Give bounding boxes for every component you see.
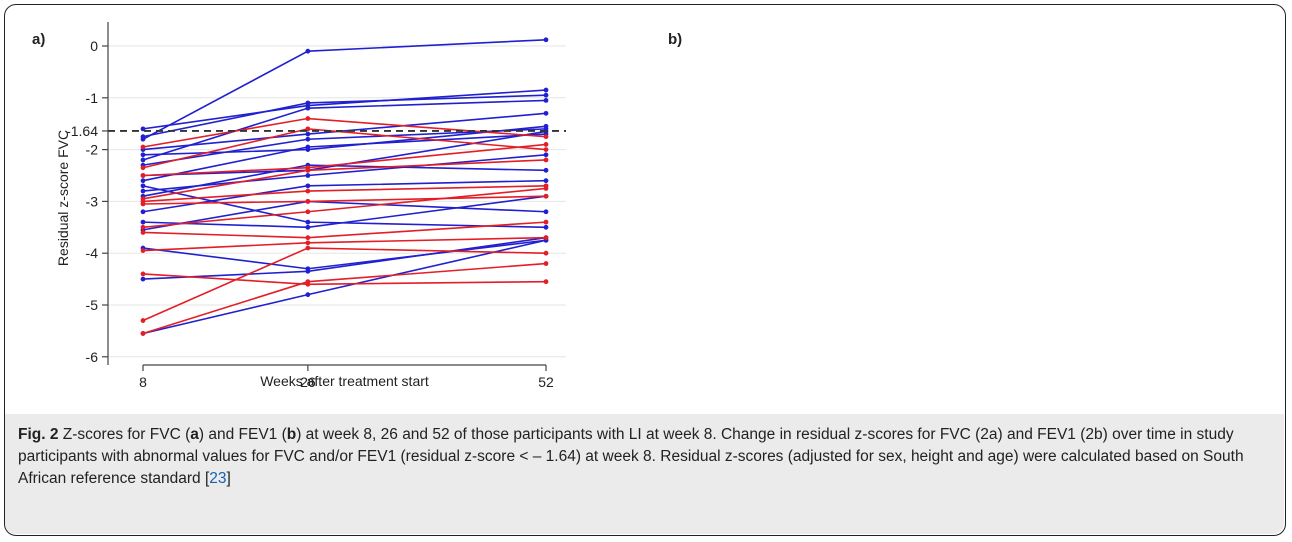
females-data-point: [305, 235, 311, 241]
males-data-point: [305, 144, 311, 150]
males-data-point: [305, 292, 311, 298]
chart-fev1: 0-1-2-3-4-5-6-1.6482652b)Weeks after tre…: [668, 31, 682, 48]
males-data-point: [305, 48, 311, 54]
chart-fvc: 0 -1 -2 -3 -4 -5 -6 -1.64 8 26 52 a) Weeks after tre…: [32, 22, 566, 390]
males-data-point: [140, 157, 146, 163]
lln-tick-label: -1.64: [66, 123, 98, 139]
females-data-point: [543, 279, 549, 285]
males-data-point: [305, 100, 311, 106]
males-data-point: [305, 268, 311, 274]
females-data-point: [543, 147, 549, 153]
caption-bold-b: b: [286, 426, 297, 443]
males-data-point: [543, 178, 549, 184]
panel-label: b): [668, 31, 682, 48]
females-data-point: [543, 134, 549, 140]
panel-label: a): [32, 31, 45, 48]
males-data-point: [543, 224, 549, 230]
males-data-point: [543, 123, 549, 129]
males-data-point: [140, 152, 146, 158]
females-data-point: [543, 235, 549, 241]
figure-caption: Fig. 2 Z-scores for FVC (a) and FEV1 (b)…: [18, 424, 1268, 490]
caption-text: ]: [226, 470, 231, 487]
y-tick-label: -2: [86, 142, 99, 158]
females-data-point: [305, 240, 311, 246]
males-data-point: [543, 209, 549, 215]
males-data-point: [140, 188, 146, 194]
females-data-point: [140, 201, 146, 207]
y-tick-label: -5: [86, 297, 99, 313]
y-tick-label: -4: [86, 245, 99, 261]
females-data-point: [305, 245, 311, 251]
females-data-point: [543, 261, 549, 266]
females-data-point: [305, 209, 311, 215]
males-data-point: [543, 152, 549, 158]
males-data-point: [140, 134, 146, 140]
females-data-point: [543, 142, 549, 147]
males-data-point: [305, 183, 311, 189]
caption-text: ) at week 8, 26 and 52 of those particip…: [18, 426, 1244, 487]
y-tick-label: -1: [86, 90, 99, 106]
females-data-point: [543, 250, 549, 256]
females-data-point: [543, 157, 549, 163]
males-data-point: [140, 209, 146, 215]
x-tick-label: 8: [139, 374, 147, 390]
females-data-point: [305, 116, 311, 121]
caption-bold-a: a: [190, 426, 199, 443]
caption-reference-link[interactable]: 23: [209, 470, 227, 487]
females-data-point: [140, 144, 146, 150]
caption-text: Z-scores for FVC (: [58, 426, 191, 443]
females-data-point: [140, 248, 146, 254]
males-data-point: [543, 87, 549, 93]
females-data-point: [543, 219, 549, 225]
females-data-point: [140, 173, 146, 178]
males-data-point: [305, 173, 311, 178]
females-data-point: [305, 199, 311, 204]
males-data-point: [305, 131, 311, 137]
males-data-point: [140, 183, 146, 189]
y-tick-label: 0: [90, 38, 98, 54]
females-data-point: [140, 230, 146, 235]
females-data-point: [140, 165, 146, 171]
females-data-point: [140, 331, 146, 336]
females-data-point: [140, 271, 146, 277]
males-data-point: [140, 178, 146, 184]
caption-band: [5, 414, 1284, 534]
females-data-point: [305, 188, 311, 194]
males-data-point: [543, 37, 549, 43]
males-data-point: [140, 276, 146, 282]
males-data-point: [543, 110, 549, 116]
x-tick-label: 52: [538, 374, 554, 390]
females-data-point: [140, 224, 146, 230]
females-data-point: [305, 167, 311, 173]
males-data-point: [305, 105, 311, 111]
males-data-point: [543, 167, 549, 173]
y-tick-label: -6: [86, 349, 99, 365]
x-tick-label: 26: [300, 374, 316, 390]
y-axis-title: Residual z-score FVC: [55, 130, 71, 266]
males-data-point: [140, 219, 146, 225]
males-data-point: [543, 92, 549, 98]
females-data-point: [140, 318, 146, 323]
females-data-point: [543, 186, 549, 191]
females-data-point: [543, 193, 549, 199]
caption-figure-label: Fig. 2: [18, 426, 59, 443]
females-data-point: [305, 279, 311, 285]
males-data-point: [543, 97, 549, 103]
males-data-point: [305, 136, 311, 142]
caption-text: ) and FEV1 (: [198, 426, 287, 443]
y-tick-label: -3: [86, 193, 99, 209]
x-axis-title: Weeks after treatment start: [260, 373, 429, 389]
males-data-point: [305, 219, 311, 225]
males-data-point: [305, 224, 311, 230]
